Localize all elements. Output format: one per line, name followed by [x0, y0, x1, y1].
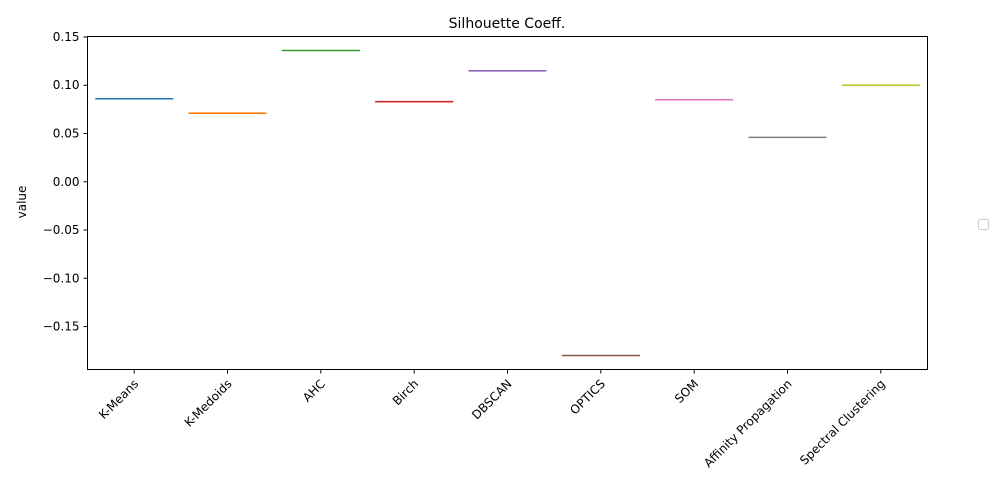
- x-tick-label: DBSCAN: [469, 377, 515, 423]
- x-tick-label: Spectral Clustering: [797, 377, 888, 468]
- y-tick-label: −0.05: [43, 223, 80, 237]
- x-axis: K-Means K-Medoids AHC Birch DBSCAN OPTICS SOM A…: [96, 369, 888, 471]
- x-tick-label: SOM: [672, 377, 701, 406]
- chart-title: Silhouette Coeff.: [449, 16, 566, 32]
- y-tick-label: 0.00: [53, 175, 80, 189]
- y-tick-label: 0.15: [53, 30, 80, 44]
- y-tick-label: −0.10: [43, 271, 80, 285]
- x-tick-label: K-Medoids: [182, 377, 235, 430]
- y-tick-label: −0.15: [43, 320, 80, 334]
- x-tick-label: OPTICS: [567, 377, 608, 418]
- y-axis: 0.15 0.10 0.05 0.00 −0.05 −0.10 −0.15: [43, 30, 88, 334]
- series-layer: [95, 49, 920, 357]
- x-tick-label: AHC: [300, 377, 328, 405]
- y-tick-label: 0.05: [53, 127, 80, 141]
- legend-box[interactable]: [978, 219, 989, 230]
- plot-frame: [87, 36, 928, 370]
- x-tick-label: Affinity Propagation: [701, 377, 795, 471]
- y-axis-label: value: [15, 186, 29, 219]
- x-tick-label: Birch: [390, 377, 421, 408]
- y-tick-label: 0.10: [53, 78, 80, 92]
- x-tick-label: K-Means: [96, 377, 141, 422]
